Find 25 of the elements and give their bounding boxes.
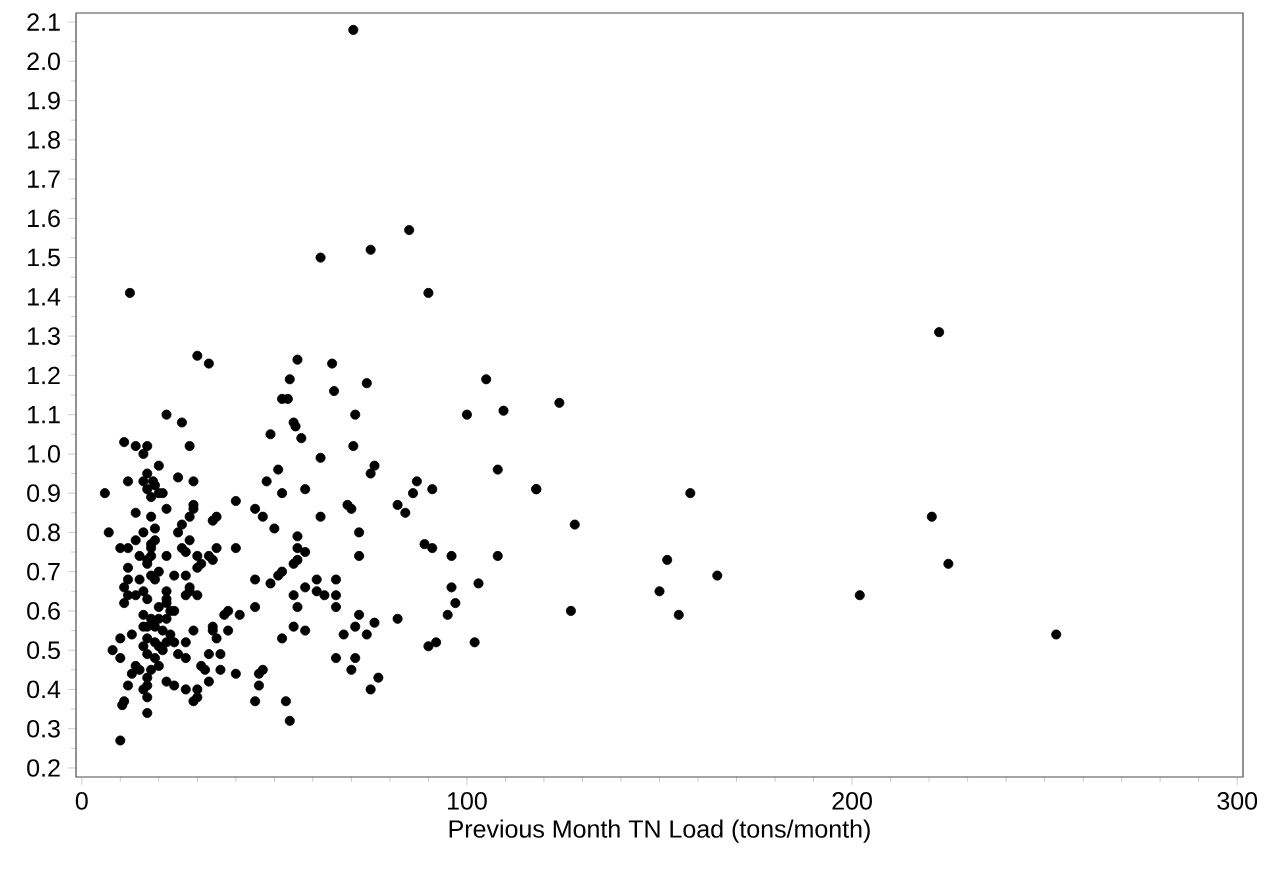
y-tick-label: 0.3 [27,719,60,738]
x-tick-label: 0 [75,792,88,810]
y-tick-label: 1.9 [28,91,60,110]
y-tick-label: 1.4 [28,288,61,306]
y-tick-label: 0.5 [27,641,60,660]
y-tick-label: 0.8 [27,523,60,542]
x-tick-label: 100 [447,792,487,810]
y-tick-label: 0.9 [27,484,60,503]
x-tick-label: 300 [1217,792,1258,810]
y-tick-label: 0.7 [27,562,60,581]
y-tick-label: 1.1 [28,406,60,424]
y-tick-label: 1.2 [28,366,60,385]
y-tick-label: 0.4 [27,680,61,699]
y-tick-label: 2.0 [27,52,60,71]
y-tick-label: 1.5 [28,248,60,267]
y-tick-label: 1.0 [28,445,60,463]
y-tick-label: 2.1 [27,13,60,31]
x-tick-label: 200 [832,792,872,810]
y-tick-label: 0.6 [27,602,60,620]
y-tick-label: 1.3 [28,327,60,345]
x-axis-title: Previous Month TN Load (tons/month) [449,819,870,843]
y-tick-label: 1.7 [28,170,60,188]
y-tick-label: 0.2 [27,759,60,777]
y-tick-label: 1.8 [28,130,60,149]
y-tick-label: 1.6 [28,209,60,228]
